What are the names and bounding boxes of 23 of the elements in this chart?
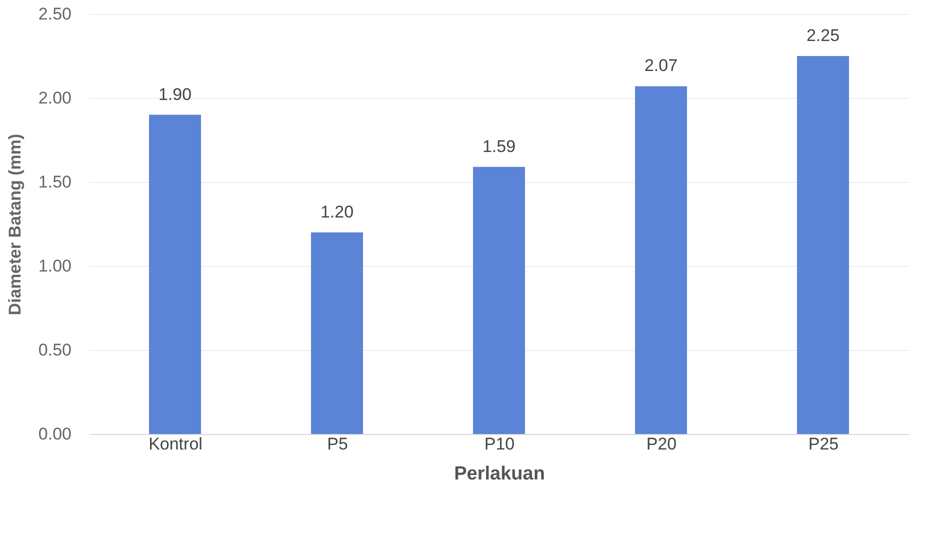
y-tick-label: 0.50 [38,340,72,360]
x-tick-label: P25 [808,434,839,454]
y-tick-label: 2.00 [38,88,72,108]
x-tick-label: P10 [484,434,515,454]
data-label: 2.25 [806,26,840,45]
data-label: 1.90 [158,84,192,104]
y-axis-title: Diameter Batang (mm) [5,134,24,316]
bar [311,232,363,434]
bar [635,86,687,434]
y-tick-label: 1.50 [38,172,72,192]
data-label: 1.20 [320,202,354,222]
bar [149,114,201,434]
x-axis-title: Perlakuan [454,464,545,484]
x-tick-label: P20 [646,434,677,454]
x-tick-label: Kontrol [148,434,202,454]
data-label: 2.07 [644,56,678,76]
y-tick-label: 1.00 [38,256,72,276]
data-label: 1.59 [482,136,516,156]
bar [473,166,525,434]
y-tick-label: 0.00 [38,424,72,444]
x-tick-label: P5 [327,434,348,454]
y-tick-label: 2.50 [38,4,72,24]
bar [797,56,849,434]
